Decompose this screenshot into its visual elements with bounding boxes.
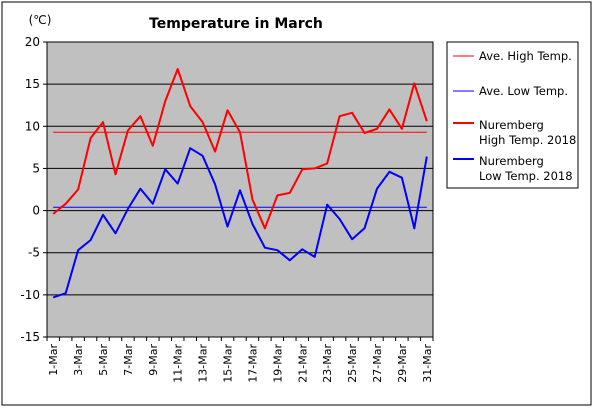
x-tick-label: 23-Mar xyxy=(321,344,334,383)
y-tick-label: -15 xyxy=(20,330,40,344)
x-tick-label: 19-Mar xyxy=(271,344,284,383)
legend-label: Ave. High Temp. xyxy=(479,49,572,63)
legend-label: Nuremberg xyxy=(479,154,544,168)
y-tick-label: 15 xyxy=(25,77,40,91)
x-tick-label: 1-Mar xyxy=(47,344,60,376)
y-tick-label: 5 xyxy=(32,161,40,175)
x-tick-label: 5-Mar xyxy=(97,344,110,376)
gridlines xyxy=(47,83,433,296)
legend-label: High Temp. 2018 xyxy=(479,133,576,147)
y-tick-label: -10 xyxy=(20,288,40,302)
x-tick-label: 25-Mar xyxy=(346,344,359,383)
y-axis-unit-label: (℃) xyxy=(29,13,52,27)
x-tick-label: 13-Mar xyxy=(197,344,210,383)
x-tick-label: 17-Mar xyxy=(246,344,259,383)
x-tick-label: 3-Mar xyxy=(72,344,85,376)
legend-box xyxy=(446,41,579,189)
x-tick-label: 11-Mar xyxy=(172,344,185,383)
x-tick-label: 31-Mar xyxy=(421,344,434,383)
x-axis-ticks: 1-Mar 3-Mar 5-Mar 7-Mar 9-Mar 11-Mar 13-Mar 15-… xyxy=(46,337,434,383)
series-line-4 xyxy=(52,147,428,299)
y-tick-label: 0 xyxy=(32,204,40,218)
x-tick-label: 29-Mar xyxy=(396,344,409,383)
x-tick-label: 7-Mar xyxy=(122,344,135,376)
legend-label: Nuremberg xyxy=(479,118,544,132)
legend-label: Low Temp. 2018 xyxy=(479,169,573,183)
x-tick-label: 15-Mar xyxy=(222,344,235,383)
x-tick-label: 27-Mar xyxy=(371,344,384,383)
legend: Ave. High Temp.Ave. Low Temp.NurembergHi… xyxy=(446,41,579,189)
chart-title: Temperature in March xyxy=(149,16,323,32)
series-lines xyxy=(52,68,428,299)
x-tick-label: 9-Mar xyxy=(147,344,160,376)
y-axis-ticks: 20 15 10 5 0 -5 -10 -15 xyxy=(20,35,47,344)
y-tick-label: 10 xyxy=(25,119,40,133)
x-tick-label: 21-Mar xyxy=(296,344,309,383)
y-tick-label: 20 xyxy=(25,35,40,49)
y-tick-label: -5 xyxy=(28,246,40,260)
legend-label: Ave. Low Temp. xyxy=(479,84,568,98)
series-line-3 xyxy=(52,68,428,230)
